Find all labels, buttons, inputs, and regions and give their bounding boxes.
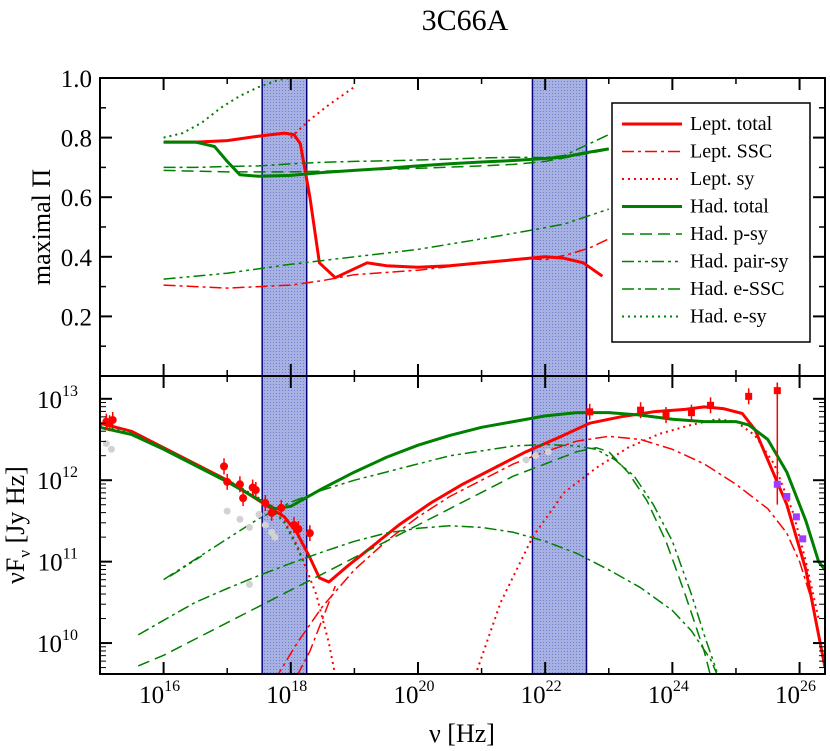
legend: Lept. total Lept. SSC Lept. sy Had. total Ha… <box>611 102 811 343</box>
top-series-lept-ssc <box>163 238 610 289</box>
x-tick-label: 1016 <box>139 678 180 709</box>
data-point-archival <box>245 580 253 588</box>
legend-label-had-total: Had. total <box>690 196 769 218</box>
bottom-series-had-pair-sy-low <box>169 555 203 577</box>
bottom-y-tick-label: 1012 <box>37 464 78 495</box>
data-point-archival <box>236 515 244 523</box>
top-y-tick-label: 0.2 <box>61 304 92 331</box>
data-point-simultaneous <box>239 494 248 503</box>
bottom-series-lept-ssc <box>277 435 823 674</box>
data-point-gamma <box>662 411 670 419</box>
data-point-gamma <box>707 401 715 409</box>
data-point-gamma <box>745 392 753 400</box>
data-point-simultaneous <box>108 415 117 424</box>
data-point-archival <box>261 521 269 529</box>
data-point-archival <box>532 452 540 460</box>
legend-label-lept-ssc: Lept. SSC <box>690 141 772 163</box>
legend-label-had-e-sy: Had. e-sy <box>690 306 767 328</box>
bottom-y-tick-label: 1011 <box>38 546 78 577</box>
top-series-had-pair-sy <box>163 208 610 280</box>
data-point-archival <box>223 507 231 515</box>
data-point-simultaneous <box>294 525 303 534</box>
data-point-archival <box>245 523 253 531</box>
bottom-series-had-pair-sy <box>163 443 718 672</box>
data-point-archival <box>271 533 279 541</box>
legend-label-had-e-ssc: Had. e-SSC <box>690 278 784 300</box>
bottom-series-had-p-sy <box>137 446 711 674</box>
bottom-y-tick-label: 1010 <box>37 627 78 658</box>
bottom-series-lept-sy <box>100 422 337 674</box>
bottom-plot-frame <box>99 375 826 675</box>
x-tick-label: 1026 <box>775 678 816 709</box>
data-point-simultaneous <box>277 503 286 512</box>
data-point-gamma <box>586 408 594 416</box>
chart-title: 3C66A <box>422 4 509 37</box>
top-y-tick-label: 0.6 <box>61 185 92 212</box>
x-tick-label: 1024 <box>648 678 689 709</box>
legend-label-lept-total: Lept. total <box>690 113 773 135</box>
legend-label-had-p-sy: Had. p-sy <box>690 223 768 245</box>
data-point-gamma <box>687 409 695 417</box>
bottom-y-axis-label: νFν [Jy Hz] <box>1 466 34 584</box>
data-point-simultaneous <box>267 508 276 517</box>
data-point-simultaneous <box>261 499 270 508</box>
data-point-vhe <box>792 513 800 521</box>
top-y-tick-label: 1.0 <box>61 66 92 93</box>
bottom-y-tick-label: 1013 <box>37 383 78 414</box>
x-axis-label: ν [Hz] <box>429 719 495 748</box>
bottom-series-had-total <box>100 411 825 571</box>
top-series-had-e-ssc <box>163 133 610 169</box>
data-point-simultaneous <box>220 462 229 471</box>
top-y-axis-label: maximal Π <box>27 169 56 285</box>
x-tick-label: 1018 <box>266 678 307 709</box>
x-tick-label: 1022 <box>521 678 562 709</box>
bottom-series-lept-sy-2nd <box>474 418 820 674</box>
data-point-vhe <box>799 535 807 543</box>
legend-label-had-pair-sy: Had. pair-sy <box>690 251 788 273</box>
data-point-vhe <box>783 493 791 501</box>
top-series-lept-sy <box>290 86 355 139</box>
legend-box <box>611 102 811 343</box>
bottom-energy-band-1 <box>261 376 308 674</box>
bottom-series-had-e-sy <box>100 423 305 563</box>
top-energy-band-2 <box>531 78 588 376</box>
data-point-simultaneous <box>251 485 260 494</box>
data-point-archival <box>107 445 115 453</box>
legend-label-lept-sy: Lept. sy <box>690 168 754 190</box>
data-point-simultaneous <box>305 529 314 538</box>
data-point-gamma <box>637 406 645 414</box>
bottom-series-lept-ssc-tail <box>297 585 336 674</box>
bottom-series-had-e-ssc <box>137 525 718 674</box>
top-series-had-p-sy <box>163 148 609 173</box>
data-point-archival <box>255 510 263 518</box>
data-point-simultaneous <box>223 477 232 486</box>
sed-panel: 1010 1011 1012 1013 1016 1018 1020 1022 1024 102… <box>1 78 826 748</box>
data-point-archival <box>544 448 552 456</box>
top-series-had-e-sy <box>163 78 291 139</box>
data-point-simultaneous <box>235 480 244 489</box>
data-point-vhe <box>773 480 781 488</box>
x-tick-label: 1020 <box>393 678 434 709</box>
top-y-tick-label: 0.4 <box>61 245 93 272</box>
top-energy-band-1 <box>261 78 308 376</box>
top-series-lept-total <box>163 131 604 280</box>
polarization-panel: 0.20.40.60.81.0 maximal Π Lept. totalLep… <box>27 66 826 377</box>
bottom-energy-band-2 <box>531 376 588 674</box>
data-point-archival <box>522 456 530 464</box>
top-y-tick-label: 0.8 <box>61 126 92 153</box>
bottom-series-lept-total <box>100 405 825 668</box>
